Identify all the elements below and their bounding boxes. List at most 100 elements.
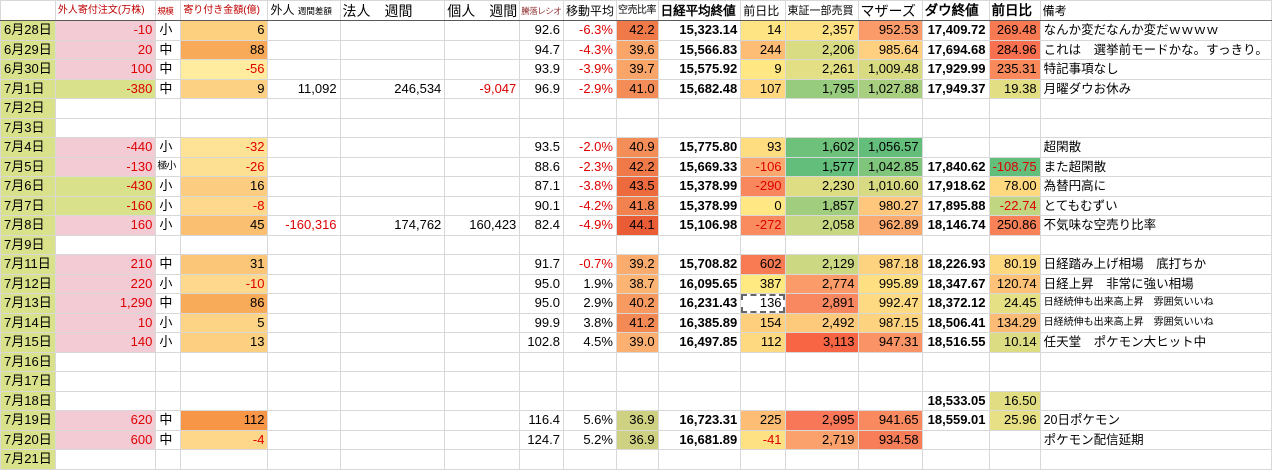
cell-size[interactable] (155, 234, 182, 255)
cell-short-ratio[interactable]: 36.9 (615, 410, 659, 431)
column-header-corp-week[interactable]: 法人 週間 (339, 0, 446, 21)
cell-updown-ratio[interactable]: 95.0 (519, 273, 564, 294)
cell-remarks[interactable]: 超閑散 (1039, 137, 1272, 158)
cell-nikkei-close[interactable]: 15,775.80 (657, 137, 742, 158)
cell-remarks[interactable]: 日経続伸も出来高上昇 雰囲気いいね (1039, 312, 1272, 333)
cell-individual-week[interactable] (444, 59, 521, 80)
cell-mothers[interactable]: 987.15 (857, 312, 923, 333)
cell-size[interactable]: 中 (155, 293, 182, 314)
cell-remarks[interactable] (1039, 98, 1272, 119)
cell-foreign-open-order[interactable]: -160 (54, 195, 157, 216)
cell-nikkei-change[interactable]: 112 (740, 332, 786, 353)
cell-date[interactable]: 7月20日 (0, 429, 56, 450)
cell-remarks[interactable] (1039, 351, 1272, 372)
cell-updown-ratio[interactable]: 95.0 (519, 293, 564, 314)
cell-size[interactable]: 中 (155, 59, 182, 80)
cell-open-amount[interactable]: 6 (180, 20, 269, 41)
cell-foreign-open-order[interactable]: -380 (54, 78, 157, 99)
column-header-updown-ratio[interactable]: 騰落レシオ (519, 0, 564, 21)
cell-nikkei-close[interactable] (657, 371, 742, 392)
cell-dow-close[interactable]: 17,918.62 (921, 176, 990, 197)
cell-open-amount[interactable] (180, 390, 269, 411)
cell-individual-week[interactable] (444, 410, 521, 431)
cell-nikkei-close[interactable]: 16,385.89 (657, 312, 742, 333)
cell-nikkei-close[interactable]: 16,681.89 (657, 429, 742, 450)
cell-nikkei-change[interactable]: -290 (740, 176, 786, 197)
cell-individual-week[interactable] (444, 234, 521, 255)
cell-short-ratio[interactable] (615, 351, 659, 372)
cell-open-amount[interactable] (180, 449, 269, 470)
cell-foreign-open-order[interactable]: 20 (54, 39, 157, 60)
cell-updown-ratio[interactable]: 94.7 (519, 39, 564, 60)
cell-date[interactable]: 7月12日 (0, 273, 56, 294)
cell-dow-change[interactable] (988, 429, 1041, 450)
cell-updown-ratio[interactable]: 102.8 (519, 332, 564, 353)
cell-size[interactable]: 中 (155, 39, 182, 60)
cell-dow-change[interactable]: 78.00 (988, 176, 1041, 197)
cell-date[interactable]: 7月17日 (0, 371, 56, 392)
cell-foreign-week[interactable]: 11,092 (267, 78, 341, 99)
cell-mothers[interactable]: 941.65 (857, 410, 923, 431)
cell-foreign-week[interactable] (267, 254, 341, 275)
cell-foreign-week[interactable] (267, 410, 341, 431)
cell-size[interactable]: 小 (155, 195, 182, 216)
cell-dow-close[interactable] (921, 449, 990, 470)
cell-updown-ratio[interactable] (519, 234, 564, 255)
cell-nikkei-change[interactable]: 0 (740, 195, 786, 216)
cell-short-ratio[interactable] (615, 234, 659, 255)
cell-nikkei-close[interactable]: 15,566.83 (657, 39, 742, 60)
cell-updown-ratio[interactable]: 99.9 (519, 312, 564, 333)
cell-short-ratio[interactable]: 40.9 (615, 137, 659, 158)
cell-nikkei-change[interactable]: -272 (740, 215, 786, 236)
cell-mothers[interactable]: 952.53 (857, 20, 923, 41)
cell-nikkei-close[interactable]: 16,723.31 (657, 410, 742, 431)
cell-moving-avg[interactable]: -2.0% (562, 137, 617, 158)
cell-dow-close[interactable] (921, 371, 990, 392)
cell-tse1-value[interactable]: 2,206 (784, 39, 859, 60)
cell-remarks[interactable]: 特記事項なし (1039, 59, 1272, 80)
cell-corp-week[interactable] (339, 273, 446, 294)
cell-foreign-week[interactable] (267, 98, 341, 119)
cell-moving-avg[interactable] (562, 390, 617, 411)
cell-tse1-value[interactable]: 2,230 (784, 176, 859, 197)
cell-foreign-open-order[interactable] (54, 234, 157, 255)
cell-nikkei-close[interactable]: 15,682.48 (657, 78, 742, 99)
cell-size[interactable]: 小 (155, 273, 182, 294)
cell-foreign-week[interactable] (267, 351, 341, 372)
cell-updown-ratio[interactable]: 82.4 (519, 215, 564, 236)
cell-mothers[interactable]: 1,027.88 (857, 78, 923, 99)
cell-open-amount[interactable]: 86 (180, 293, 269, 314)
cell-short-ratio[interactable] (615, 371, 659, 392)
cell-remarks[interactable]: 20日ポケモン (1039, 410, 1272, 431)
cell-individual-week[interactable] (444, 449, 521, 470)
cell-dow-close[interactable]: 17,840.62 (921, 156, 990, 177)
cell-updown-ratio[interactable]: 90.1 (519, 195, 564, 216)
cell-date[interactable]: 6月28日 (0, 20, 56, 41)
cell-dow-close[interactable] (921, 137, 990, 158)
cell-corp-week[interactable] (339, 156, 446, 177)
cell-open-amount[interactable]: 31 (180, 254, 269, 275)
cell-open-amount[interactable]: -8 (180, 195, 269, 216)
cell-size[interactable]: 中 (155, 78, 182, 99)
cell-mothers[interactable]: 1,010.60 (857, 176, 923, 197)
cell-size[interactable]: 小 (155, 312, 182, 333)
cell-size[interactable]: 小 (155, 137, 182, 158)
cell-dow-change[interactable] (988, 98, 1041, 119)
cell-foreign-open-order[interactable]: -440 (54, 137, 157, 158)
cell-size[interactable] (155, 371, 182, 392)
cell-moving-avg[interactable]: -2.3% (562, 156, 617, 177)
cell-mothers[interactable] (857, 371, 923, 392)
cell-remarks[interactable]: 任天堂 ポケモン大ヒット中 (1039, 332, 1272, 353)
cell-dow-change[interactable]: 80.19 (988, 254, 1041, 275)
cell-nikkei-close[interactable]: 15,106.98 (657, 215, 742, 236)
cell-foreign-open-order[interactable]: 600 (54, 429, 157, 450)
cell-moving-avg[interactable]: -2.9% (562, 78, 617, 99)
cell-short-ratio[interactable]: 42.2 (615, 20, 659, 41)
cell-remarks[interactable]: とてもむずい (1039, 195, 1272, 216)
cell-foreign-week[interactable] (267, 39, 341, 60)
cell-dow-change[interactable]: 235.31 (988, 59, 1041, 80)
cell-short-ratio[interactable]: 42.2 (615, 156, 659, 177)
cell-corp-week[interactable] (339, 449, 446, 470)
cell-dow-change[interactable]: 284.96 (988, 39, 1041, 60)
cell-dow-change[interactable]: 19.38 (988, 78, 1041, 99)
